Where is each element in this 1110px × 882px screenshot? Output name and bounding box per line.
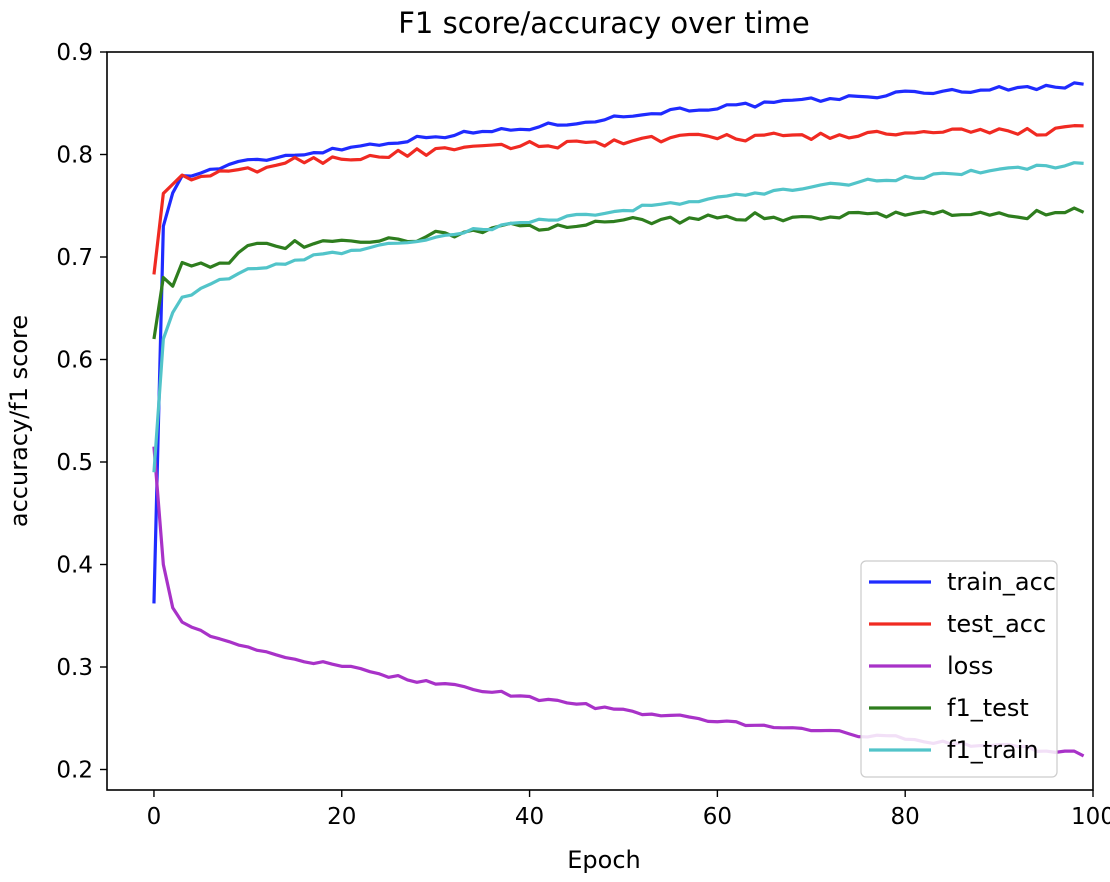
chart-title: F1 score/accuracy over time: [398, 6, 810, 40]
legend-label-f1-test: f1_test: [947, 694, 1029, 722]
y-tick-label: 0.7: [56, 245, 93, 271]
x-tick-label: 60: [703, 804, 732, 830]
series-line-test-acc: [152, 124, 1084, 275]
y-tick-label: 0.2: [56, 758, 93, 784]
x-tick-label: 100: [1071, 804, 1110, 830]
y-tick-label: 0.6: [56, 348, 93, 374]
legend-label-loss: loss: [947, 652, 993, 680]
x-axis-title: Epoch: [567, 846, 641, 874]
y-tick-label: 0.4: [56, 553, 93, 579]
x-tick-label: 80: [891, 804, 920, 830]
legend-box: [860, 560, 1058, 778]
x-tick-label: 20: [327, 804, 356, 830]
series-line-train-acc: [152, 81, 1084, 604]
series-layer: [152, 81, 1085, 758]
series-line-f1-test: [152, 206, 1085, 340]
series-line-f1-train: [152, 161, 1084, 473]
legend-label-test-acc: test_acc: [947, 610, 1046, 638]
legend-label-f1-train: f1_train: [947, 736, 1039, 764]
y-tick-label: 0.8: [56, 143, 93, 169]
x-tick-label: 0: [147, 804, 162, 830]
x-tick-label: 40: [515, 804, 544, 830]
axes-layer: 0 20 40 60 80 100 0.2 0.3 0.4 0.5 0.6 0.7 0.8 0.9: [56, 40, 1110, 830]
y-tick-label: 0.9: [56, 40, 93, 66]
legend-label-train-acc: train_acc: [947, 568, 1056, 596]
y-axis-title: accuracy/f1 score: [5, 315, 33, 527]
y-tick-label: 0.5: [56, 450, 93, 476]
y-tick-label: 0.3: [56, 655, 93, 681]
